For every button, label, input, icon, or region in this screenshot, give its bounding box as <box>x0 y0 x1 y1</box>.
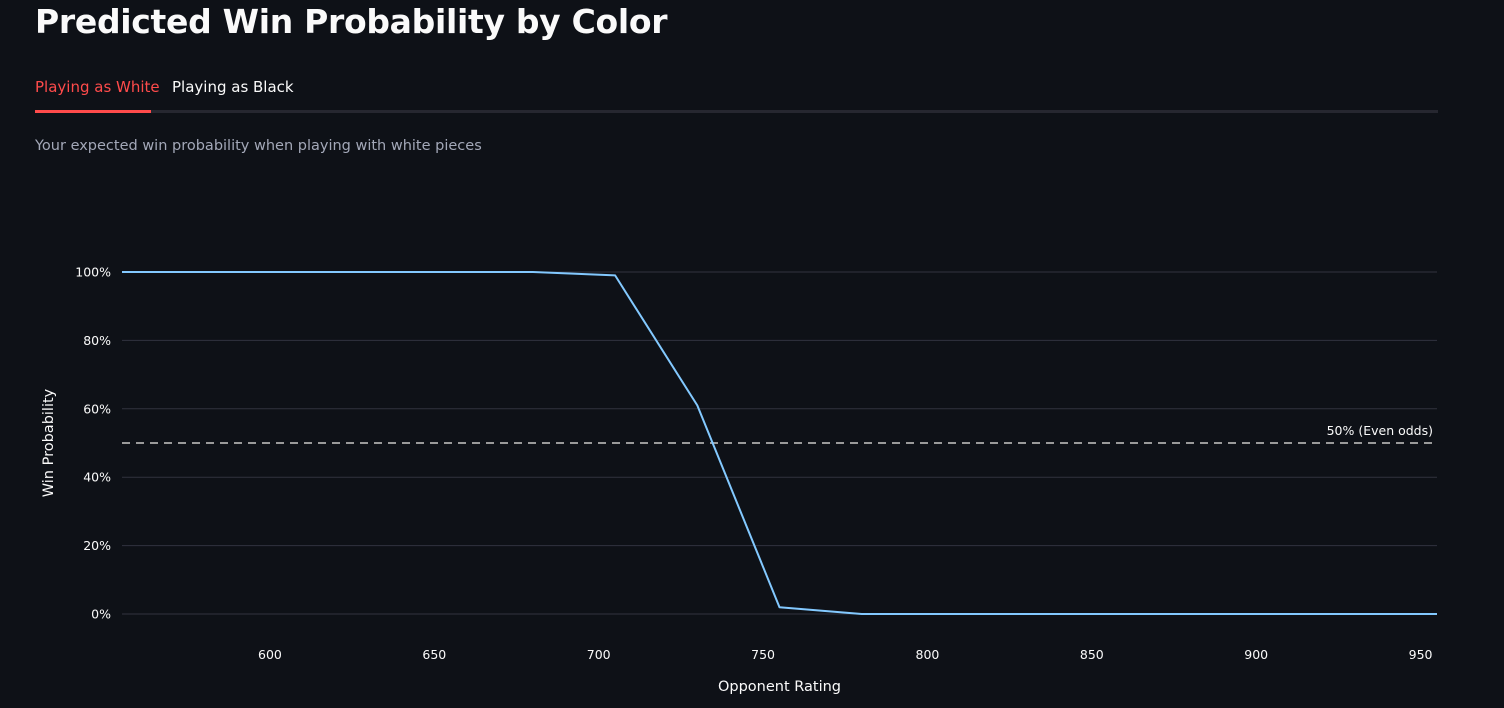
y-tick-label: 40% <box>83 470 111 485</box>
active-tab-indicator <box>35 110 151 113</box>
y-tick-label: 80% <box>83 333 111 348</box>
y-axis-title: Win Probability <box>41 388 57 497</box>
tab-track <box>35 110 1438 113</box>
page-title: Predicted Win Probability by Color <box>35 2 668 41</box>
x-tick-label: 600 <box>258 647 282 662</box>
y-tick-label: 0% <box>91 607 111 622</box>
x-tick-label: 750 <box>751 647 775 662</box>
tab-bar: Playing as White Playing as Black <box>35 70 1438 114</box>
y-tick-label: 100% <box>75 265 111 280</box>
x-tick-label: 700 <box>587 647 611 662</box>
tab-playing-as-black[interactable]: Playing as Black <box>172 78 294 96</box>
chart-caption: Your expected win probability when playi… <box>35 138 482 154</box>
x-axis-title: Opponent Rating <box>718 679 841 695</box>
y-tick-label: 20% <box>83 538 111 553</box>
x-tick-label: 800 <box>916 647 940 662</box>
y-tick-label: 60% <box>83 401 111 416</box>
x-tick-label: 650 <box>422 647 446 662</box>
series-line-white <box>122 271 1437 615</box>
tab-playing-as-white[interactable]: Playing as White <box>35 78 160 96</box>
x-tick-label: 850 <box>1080 647 1104 662</box>
reference-line-label: 50% (Even odds) <box>1327 423 1433 438</box>
x-tick-label: 950 <box>1409 647 1433 662</box>
x-tick-label: 900 <box>1244 647 1268 662</box>
